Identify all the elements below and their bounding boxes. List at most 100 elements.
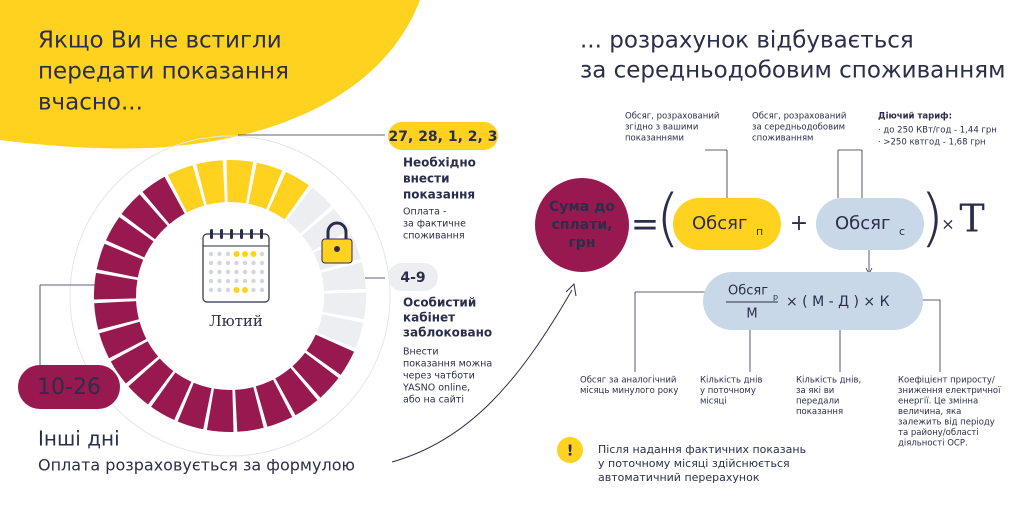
period-title: Особистий [403, 296, 476, 310]
result-text: грн [568, 235, 595, 251]
calendar-day [208, 278, 214, 284]
calendar-day [242, 260, 248, 266]
plus: + [790, 211, 808, 236]
day-segment [128, 358, 174, 405]
calendar-day [208, 287, 214, 293]
headline: передати показання [38, 59, 289, 85]
day-segment [322, 292, 367, 320]
calendar-day [234, 260, 239, 266]
annotation: діяльності ОСР. [898, 439, 968, 449]
connector [634, 291, 941, 372]
badge-text: 27, 28, 1, 2, 3 [389, 129, 498, 145]
annotation: залежить від періоду [898, 418, 995, 428]
period-note: Внести [403, 347, 439, 358]
calendar-icon [202, 233, 270, 303]
day-segment [306, 334, 354, 375]
day-segment [94, 301, 139, 330]
day-segment [99, 321, 147, 359]
day-segment [96, 243, 144, 278]
day-segment [268, 172, 309, 220]
day-segment [275, 367, 318, 416]
badge [388, 263, 438, 291]
badge-text: 10-26 [37, 375, 101, 400]
tariff-item: · до 250 КВт/год - 1,44 грн [878, 126, 997, 136]
term-sub: с [899, 225, 905, 238]
notice-icon [557, 437, 583, 463]
period-note: Оплата - [403, 207, 446, 218]
annotation: місяць минулого року [580, 386, 678, 396]
annotation: Кількість днів, [796, 376, 861, 386]
calendar-ring [260, 229, 263, 239]
calendar-ring [250, 229, 253, 239]
annotation: за середньодобовим [752, 123, 845, 133]
day-segment [321, 262, 366, 291]
calendar-day [234, 278, 239, 284]
calendar-day [251, 287, 256, 293]
calendar-day [217, 269, 222, 275]
tariff-item: · >250 квтгод - 1,68 грн [878, 138, 986, 148]
period-title: Інші дні [38, 427, 120, 451]
annotation: зниження електричної [898, 386, 1001, 396]
period-title: показання [403, 188, 475, 202]
annotation: передали [796, 397, 839, 407]
day-segment [151, 372, 192, 420]
calendar-day [233, 251, 240, 257]
calendar-ring [210, 229, 213, 239]
period-note: через чатботи [403, 371, 475, 382]
connector [705, 149, 873, 275]
period-title: заблоковано [403, 326, 492, 340]
day-segment [196, 160, 225, 205]
annotation: Коефіцієнт приросту/ [898, 376, 995, 386]
calendar-day [251, 260, 256, 266]
calendar-day [259, 278, 265, 284]
day-segment [255, 379, 293, 427]
pill [816, 198, 924, 250]
annotation: енергії. Це змінна [898, 397, 978, 407]
result-circle [535, 178, 629, 272]
term: Обсяг [692, 213, 747, 234]
tariff-title: Діючий тариф: [878, 111, 952, 122]
calendar-day [225, 260, 231, 266]
calendar-day [259, 251, 265, 257]
calendar-day [242, 269, 248, 275]
outer-line [69, 135, 391, 457]
day-segment [292, 352, 339, 398]
day-segment [142, 176, 185, 225]
calendar-day [242, 287, 248, 293]
lock-hole [334, 246, 340, 252]
calendar-day [259, 287, 265, 293]
annotation: споживанням [752, 134, 813, 144]
period-note: YASNO online, [402, 383, 470, 394]
notice-text: у поточному місяці здійснюється [598, 457, 790, 470]
connector [238, 134, 385, 279]
day-segment [110, 341, 159, 384]
period-note: або на сайті [403, 395, 464, 406]
day-segment [301, 208, 350, 251]
period-title: кабінет [403, 311, 455, 325]
calendar-day [250, 251, 257, 257]
day-segment [206, 388, 234, 433]
annotation: та району/області [898, 428, 979, 438]
calendar-ring [220, 229, 223, 239]
calendar-day [251, 269, 256, 275]
lock-shackle [326, 221, 348, 240]
period-note: Оплата розраховується за формулою [38, 456, 355, 475]
period-note: споживання [403, 231, 465, 242]
arrow-head [565, 282, 577, 297]
period-title: Необхідно [403, 156, 476, 170]
annotation: за які ви [796, 386, 834, 396]
annotation: показаннями [625, 134, 684, 144]
calendar-day [225, 278, 231, 284]
equals: = [631, 205, 660, 245]
badge [18, 365, 120, 409]
result-text: Сума до [549, 199, 615, 215]
arrow [391, 289, 573, 463]
numerator-sub: р [773, 293, 778, 302]
pill [703, 272, 923, 330]
day-segment [226, 159, 254, 204]
term: Обсяг [835, 213, 890, 234]
day-segment [121, 194, 168, 240]
calendar-day [225, 287, 231, 293]
annotation: Обсяг, розрахований [752, 112, 846, 122]
lower-rest: × ( М - Д ) × К [786, 294, 890, 310]
